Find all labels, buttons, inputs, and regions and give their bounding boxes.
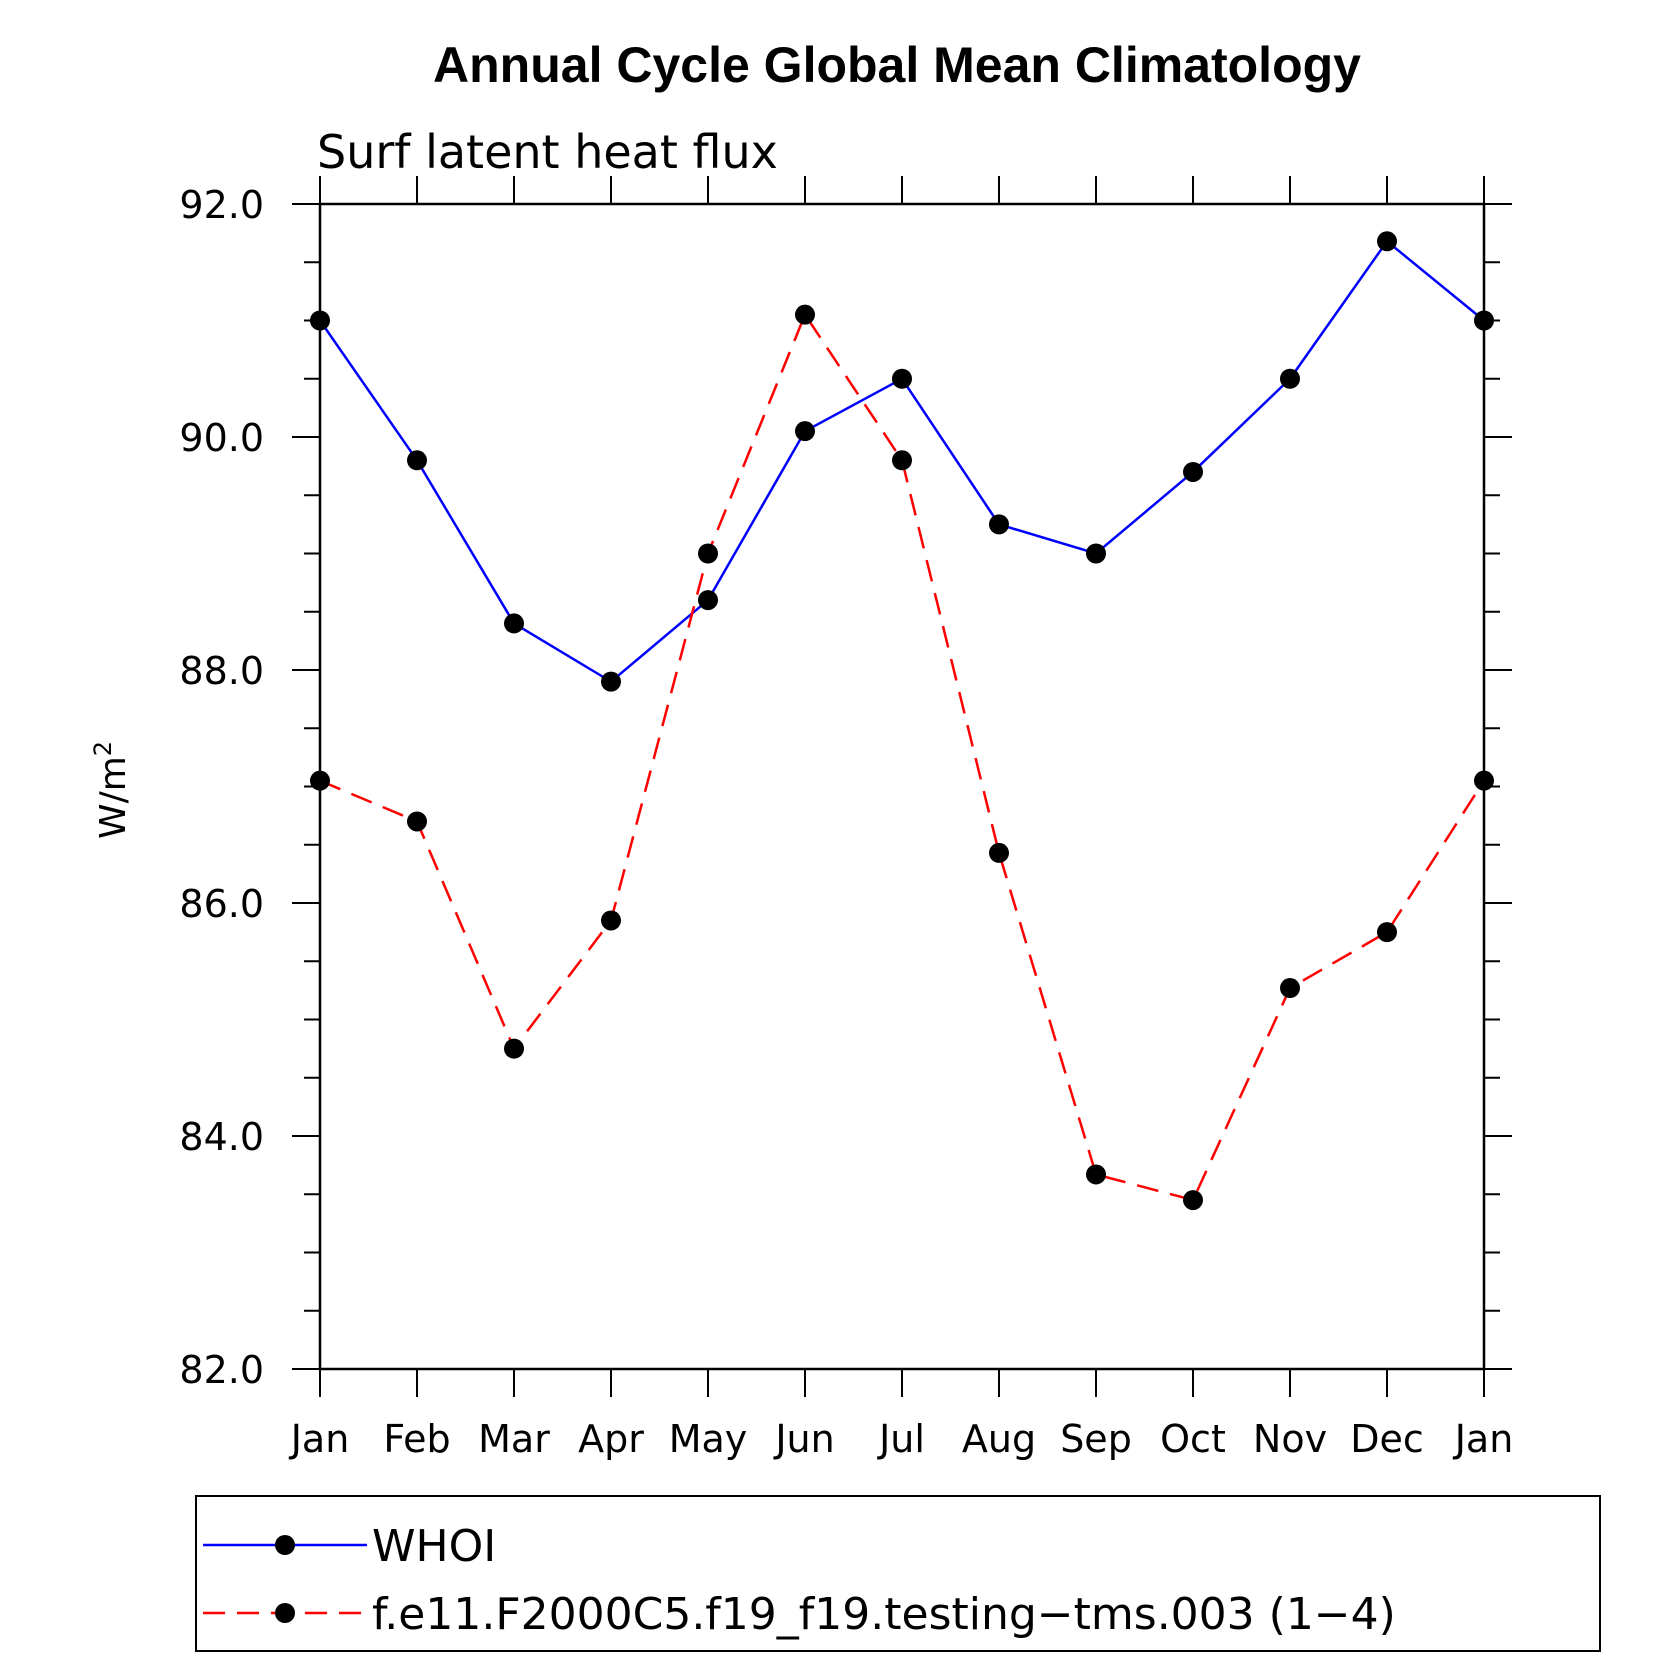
data-point [504, 1038, 524, 1059]
y-tick-label: 92.0 [179, 183, 264, 227]
data-point [407, 811, 427, 832]
x-tick-label: Aug [962, 1417, 1036, 1461]
series-1 [310, 231, 1494, 692]
chart-title: Annual Cycle Global Mean Climatology [433, 37, 1361, 93]
x-tick-label: May [669, 1417, 748, 1461]
data-point [1474, 770, 1494, 791]
y-tick-label: 82.0 [179, 1348, 264, 1392]
legend-marker [275, 1603, 295, 1623]
series-line [319, 312, 1486, 1202]
y-axis-label-text: W/m [93, 756, 134, 839]
data-point [1280, 368, 1300, 389]
data-point [310, 770, 330, 791]
x-tick-label: Sep [1060, 1417, 1132, 1461]
data-point [1280, 978, 1300, 999]
legend-label: WHOI [372, 1521, 496, 1572]
data-point [504, 613, 524, 634]
data-point [989, 842, 1009, 863]
x-tick-label: Dec [1350, 1417, 1424, 1461]
legend-marker [275, 1535, 295, 1555]
y-tick-label: 90.0 [179, 416, 264, 460]
y-axis-label: W/m2 [89, 741, 134, 839]
legend: WHOI f.e11.F2000C5.f19_f19.testing−tms.00… [195, 1495, 1601, 1652]
y-tick-label: 88.0 [179, 649, 264, 693]
x-tick-label: Nov [1253, 1417, 1327, 1461]
legend-item: WHOI [203, 1521, 496, 1572]
x-tick-label: Jan [289, 1417, 350, 1461]
x-tick-label: Jan [1453, 1417, 1514, 1461]
x-tick-label: Jul [877, 1417, 925, 1461]
legend-items: WHOI f.e11.F2000C5.f19_f19.testing−tms.00… [203, 1521, 1396, 1640]
x-tick-label: Jun [773, 1417, 834, 1461]
data-point [1183, 461, 1203, 482]
data-point [989, 514, 1009, 535]
x-tick-label: Mar [478, 1417, 550, 1461]
series-2 [310, 304, 1494, 1211]
data-point [1474, 310, 1494, 331]
data-point [698, 543, 718, 564]
data-point [1086, 1164, 1106, 1185]
legend-label: f.e11.F2000C5.f19_f19.testing−tms.003 (1… [372, 1589, 1396, 1640]
legend-item: f.e11.F2000C5.f19_f19.testing−tms.003 (1… [203, 1589, 1396, 1640]
data-point [1086, 543, 1106, 564]
x-axis: Jan Feb Mar Apr May Jun Jul Aug Sep Oct Nov Dec Jan [289, 176, 1514, 1461]
x-tick-label: Feb [383, 1417, 450, 1461]
y-axis-label-superscript: 2 [89, 741, 117, 756]
data-point [1377, 231, 1397, 252]
data-point [1377, 922, 1397, 943]
y-tick-label: 86.0 [179, 882, 264, 926]
data-point [795, 421, 815, 442]
series-layer [310, 231, 1494, 1211]
data-point [601, 910, 621, 931]
y-tick-label: 84.0 [179, 1115, 264, 1159]
data-point [407, 450, 427, 471]
legend-box [195, 1495, 1601, 1652]
data-point [310, 310, 330, 331]
y-axis: 82.0 84.0 86.0 88.0 90.0 92.0 [179, 183, 1512, 1392]
data-point [1183, 1190, 1203, 1211]
data-point [892, 368, 912, 389]
chart-subtitle: Surf latent heat flux [317, 125, 778, 179]
x-tick-label: Oct [1160, 1417, 1226, 1461]
data-point [795, 304, 815, 325]
data-point [892, 450, 912, 471]
x-tick-label: Apr [578, 1417, 644, 1461]
data-point [698, 590, 718, 611]
data-point [601, 671, 621, 692]
